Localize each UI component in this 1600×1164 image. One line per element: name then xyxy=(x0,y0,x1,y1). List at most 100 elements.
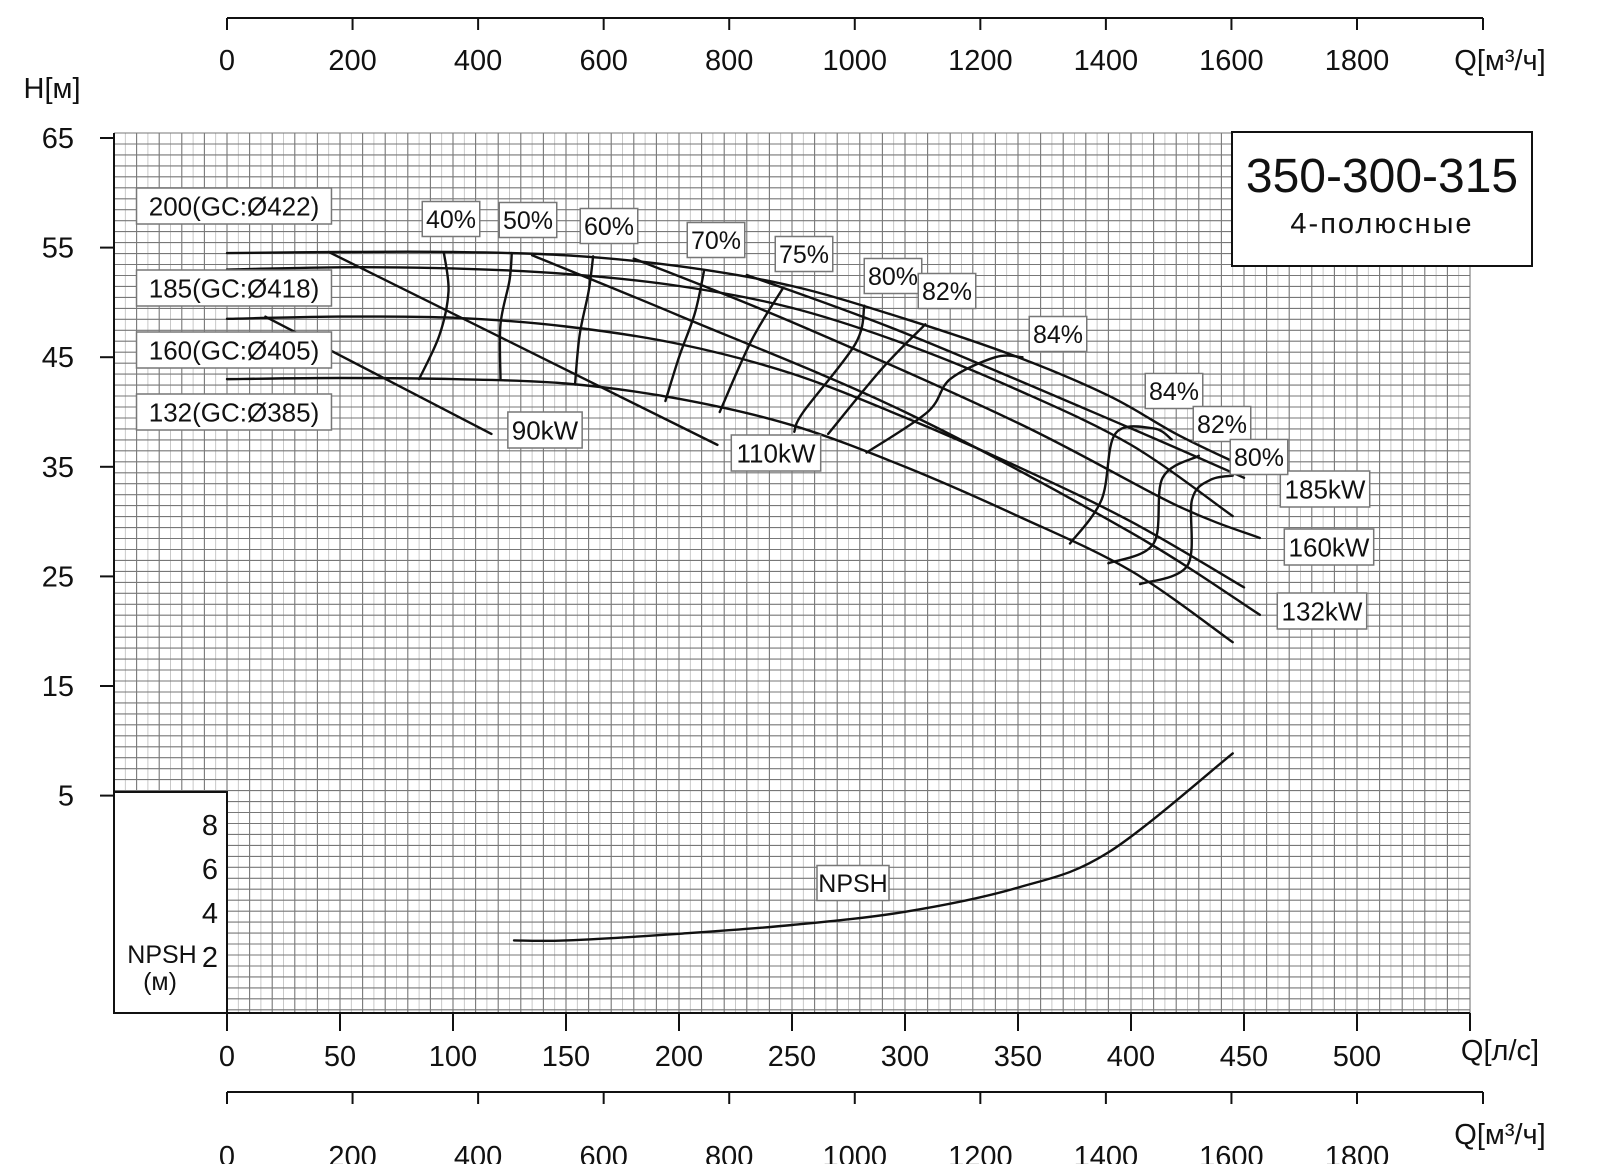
y-tick-label: 15 xyxy=(42,671,74,703)
power-label: 132kW xyxy=(1282,596,1363,626)
x-tick-label: 50 xyxy=(324,1041,356,1073)
x-tick-label: 350 xyxy=(994,1041,1042,1073)
efficiency-label-box xyxy=(686,221,746,259)
m3h-axis-top-tick-label: 1800 xyxy=(1325,45,1390,77)
x-tick-label: 150 xyxy=(542,1041,590,1073)
impeller-curve xyxy=(225,315,1246,589)
efficiency-line xyxy=(417,251,450,381)
efficiency-line xyxy=(1068,425,1173,545)
m3h-axis-bottom-tick-label: 1800 xyxy=(1325,1141,1390,1164)
impeller-label: 185(GC:Ø418) xyxy=(149,273,320,303)
m3h-axis-top-tick-label: 0 xyxy=(219,45,235,77)
m3h-axis-bottom-tick-label: 1400 xyxy=(1074,1141,1139,1164)
power-label: 185kW xyxy=(1285,474,1366,504)
power-label-box xyxy=(1276,592,1368,630)
power-label: 110kW xyxy=(737,438,816,468)
power-label: 160kW xyxy=(1289,532,1370,562)
power-curve xyxy=(530,254,1261,616)
m3h-axis-bottom-tick-label: 1000 xyxy=(823,1141,888,1164)
efficiency-label: 84% xyxy=(1033,321,1083,349)
x-axis-label-m3h-bottom: Q[м³/ч] xyxy=(1454,1119,1545,1151)
npsh-tick-label: 4 xyxy=(202,898,218,930)
efficiency-label-box xyxy=(1028,315,1088,353)
m3h-axis-bottom-tick-label: 400 xyxy=(454,1141,502,1164)
efficiency-line xyxy=(1107,454,1200,565)
x-tick-label: 200 xyxy=(655,1041,703,1073)
y-tick-label: 45 xyxy=(42,342,74,374)
impeller-label: 200(GC:Ø422) xyxy=(149,191,320,221)
y-tick-label: 35 xyxy=(42,452,74,484)
efficiency-line xyxy=(827,323,927,436)
efficiency-label: 80% xyxy=(1234,444,1284,472)
power-label-box xyxy=(1279,470,1371,508)
npsh-axis-label: NPSH xyxy=(127,941,196,969)
y-tick-label: 5 xyxy=(58,781,74,813)
power-curve xyxy=(632,257,1261,540)
x-tick-label: 500 xyxy=(1333,1041,1381,1073)
efficiency-label: 84% xyxy=(1149,378,1199,406)
npsh-curve xyxy=(512,752,1234,943)
curves xyxy=(225,250,1261,943)
x-tick-label: 400 xyxy=(1107,1041,1155,1073)
efficiency-line xyxy=(1138,474,1234,586)
y-tick-label: 25 xyxy=(42,561,74,593)
m3h-axis-bottom-tick-label: 800 xyxy=(705,1141,753,1164)
m3h-axis-bottom-tick-label: 0 xyxy=(219,1141,235,1164)
x-tick-label: 100 xyxy=(429,1041,477,1073)
title-box: 350-300-315 4-полюсные xyxy=(1231,131,1533,267)
impeller-label-box xyxy=(135,393,333,431)
efficiency-label-box xyxy=(1192,405,1252,443)
impeller-label-box xyxy=(135,187,333,225)
npsh-tick-label: 8 xyxy=(202,810,218,842)
m3h-axis-top-tick-label: 1400 xyxy=(1074,45,1139,77)
power-curve xyxy=(745,273,1246,479)
power-label-box xyxy=(730,434,822,472)
grid xyxy=(113,132,1471,1013)
efficiency-label: 75% xyxy=(779,241,829,269)
x-tick-label: 250 xyxy=(768,1041,816,1073)
impeller-label: 160(GC:Ø405) xyxy=(149,335,320,365)
power-label: 90kW xyxy=(512,415,579,445)
efficiency-label-box xyxy=(1144,372,1204,410)
x-axis-label-ls: Q[л/с] xyxy=(1461,1035,1539,1067)
efficiency-label-box xyxy=(579,207,639,245)
efficiency-label-box xyxy=(774,235,834,273)
x-tick-label: 450 xyxy=(1220,1041,1268,1073)
impeller-curve xyxy=(225,266,1234,518)
y-axis-label: H[м] xyxy=(24,73,81,105)
m3h-axis-top-tick-label: 600 xyxy=(579,45,627,77)
power-curve xyxy=(327,250,719,447)
efficiency-label: 70% xyxy=(691,227,741,255)
y-tick-label: 55 xyxy=(42,233,74,265)
efficiency-line xyxy=(865,354,1024,454)
efficiency-label-box xyxy=(1229,438,1289,476)
efficiency-label: 50% xyxy=(503,207,553,235)
efficiency-line xyxy=(793,304,866,433)
y-tick-label: 65 xyxy=(42,123,74,155)
efficiency-label: 60% xyxy=(584,213,634,241)
x-tick-label: 300 xyxy=(881,1041,929,1073)
impeller-curve xyxy=(225,250,1234,463)
efficiency-label: 40% xyxy=(426,206,476,234)
m3h-axis-top-tick-label: 1200 xyxy=(948,45,1013,77)
efficiency-line xyxy=(664,270,706,403)
efficiency-label-box xyxy=(917,272,977,310)
impeller-label: 132(GC:Ø385) xyxy=(149,397,320,427)
efficiency-label: 82% xyxy=(922,278,972,306)
impeller-label-box xyxy=(135,331,333,369)
npsh-curve-label: NPSH xyxy=(818,870,887,898)
chart-subtitle: 4-полюсные xyxy=(1290,208,1473,240)
efficiency-label-box xyxy=(421,200,481,238)
chart-title: 350-300-315 xyxy=(1246,150,1518,203)
curve-labels: 200(GC:Ø422) 185(GC:Ø418) 160(GC:Ø405) 132(… xyxy=(135,187,1375,902)
m3h-axis-top-tick-label: 1000 xyxy=(823,45,888,77)
npsh-curve-label-box xyxy=(816,864,890,902)
efficiency-line xyxy=(718,286,785,414)
impeller-curve xyxy=(225,376,1234,644)
power-label-box xyxy=(507,411,583,449)
impeller-label-box xyxy=(135,269,333,307)
efficiency-line xyxy=(498,251,513,381)
m3h-axis-top-tick-label: 400 xyxy=(454,45,502,77)
